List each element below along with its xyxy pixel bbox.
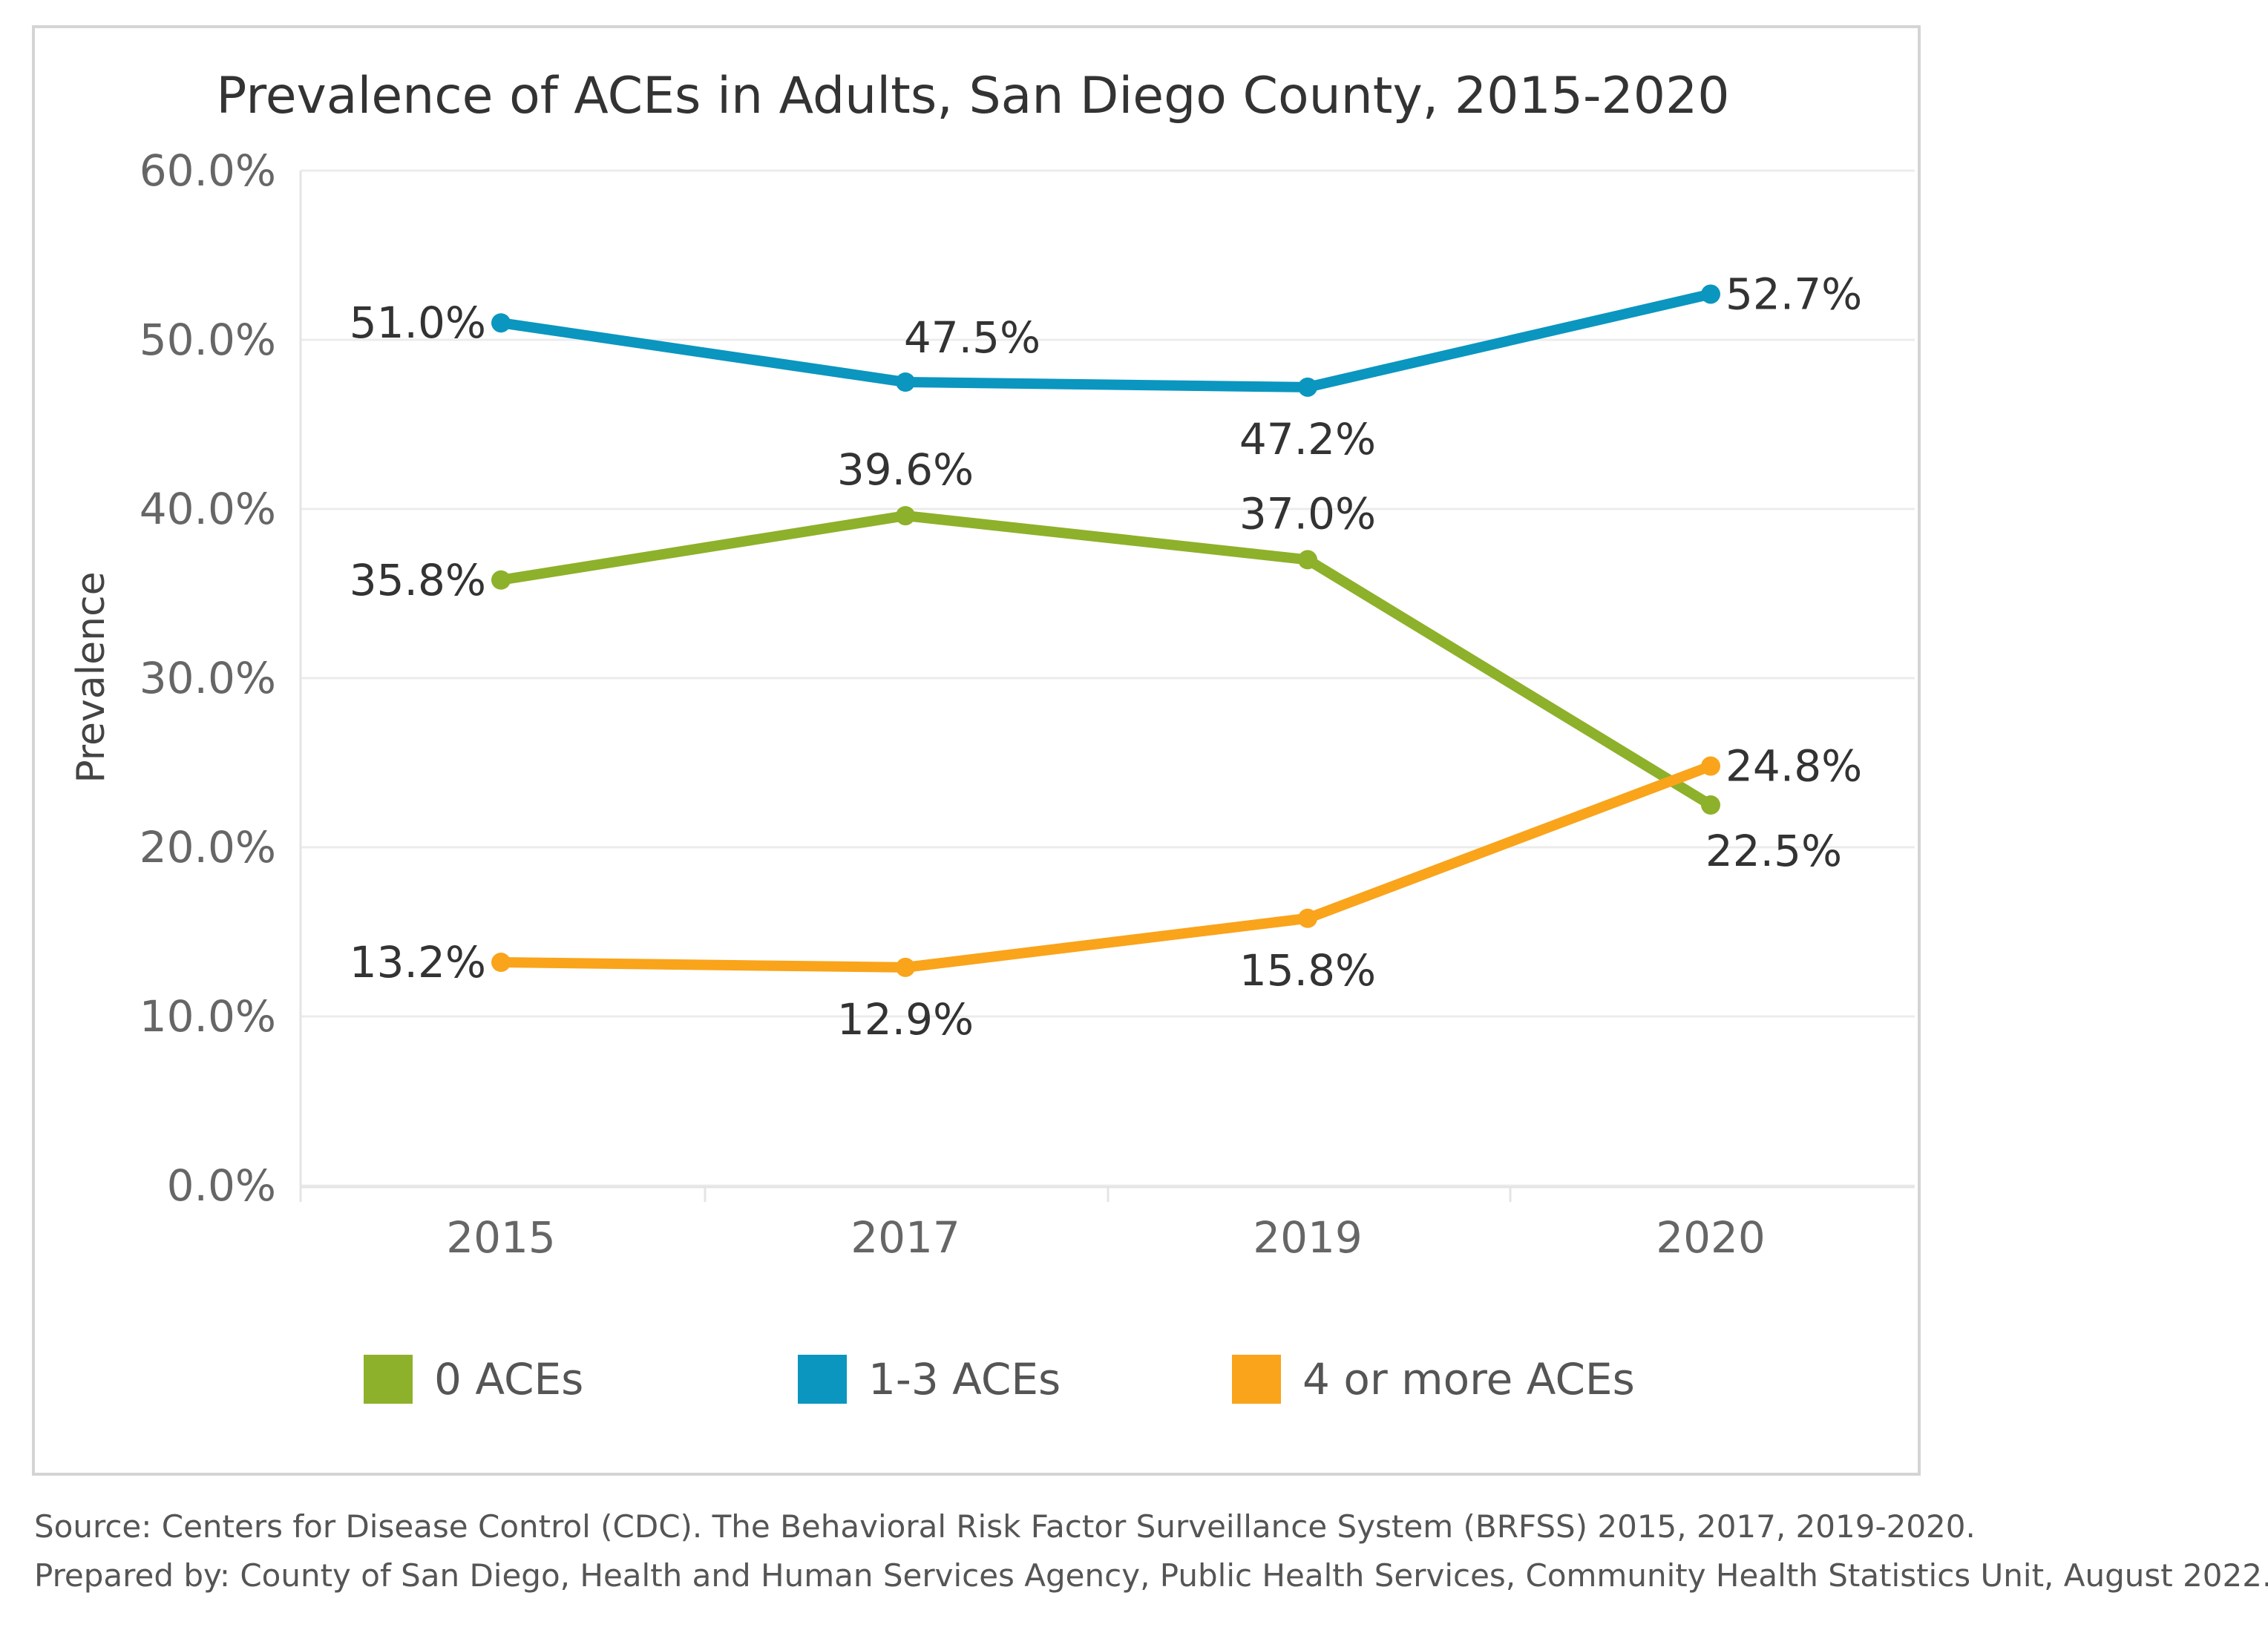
x-tick-label: 2017 — [850, 1212, 960, 1263]
data-point — [896, 372, 915, 392]
y-tick-label: 0.0% — [167, 1160, 276, 1211]
data-point — [1701, 284, 1720, 304]
data-point — [1701, 756, 1720, 776]
x-tick-label: 2019 — [1253, 1212, 1363, 1263]
chart-frame — [32, 25, 1921, 1476]
series-line — [496, 510, 1716, 810]
data-label: 39.6% — [837, 444, 974, 495]
data-point — [896, 506, 915, 526]
legend-swatch — [364, 1355, 413, 1404]
data-label: 47.5% — [904, 312, 1040, 363]
series-line — [496, 289, 1716, 392]
y-tick-label: 10.0% — [140, 991, 276, 1042]
data-point — [491, 313, 511, 333]
data-label: 51.0% — [350, 298, 486, 348]
data-point — [491, 570, 511, 590]
series-line — [496, 760, 1716, 973]
prepared-by-note: Prepared by: County of San Diego, Health… — [34, 1557, 2268, 1594]
data-label: 52.7% — [1725, 269, 1862, 319]
x-tick-label: 2020 — [1656, 1212, 1766, 1263]
data-label: 37.0% — [1239, 488, 1376, 539]
data-label: 35.8% — [350, 555, 486, 605]
data-label: 13.2% — [350, 937, 486, 987]
data-point — [491, 953, 511, 973]
data-point — [1701, 795, 1720, 815]
y-tick-label: 30.0% — [140, 653, 276, 703]
legend-label: 1-3 ACEs — [868, 1354, 1061, 1404]
legend-label: 0 ACEs — [434, 1354, 583, 1404]
data-label: 24.8% — [1725, 741, 1862, 792]
data-label: 22.5% — [1705, 826, 1842, 876]
data-label: 15.8% — [1239, 945, 1376, 996]
legend-swatch — [1232, 1355, 1281, 1404]
data-point — [896, 957, 915, 977]
y-axis-title: Prevalence — [69, 571, 114, 783]
legend-swatch — [798, 1355, 847, 1404]
data-label: 12.9% — [837, 994, 974, 1045]
y-tick-label: 40.0% — [140, 484, 276, 534]
y-tick-label: 20.0% — [140, 822, 276, 872]
y-tick-label: 60.0% — [140, 145, 276, 196]
source-note: Source: Centers for Disease Control (CDC… — [34, 1508, 1976, 1545]
chart-title: Prevalence of ACEs in Adults, San Diego … — [216, 67, 1729, 125]
data-point — [1298, 550, 1317, 570]
data-point — [1298, 908, 1317, 928]
legend-label: 4 or more ACEs — [1302, 1354, 1635, 1404]
data-point — [1298, 377, 1317, 397]
data-label: 47.2% — [1239, 414, 1376, 464]
x-tick-label: 2015 — [446, 1212, 556, 1263]
y-tick-label: 50.0% — [140, 315, 276, 365]
